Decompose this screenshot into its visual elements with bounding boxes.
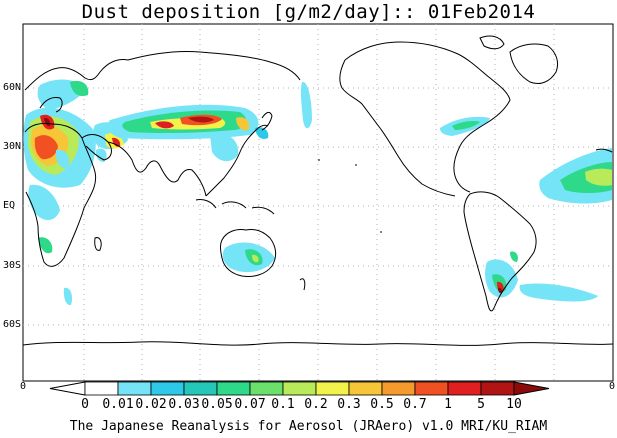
colorbar-box [117,381,152,396]
colorbar-tick-label: 0.03 [168,397,200,412]
colorbar-box [348,381,383,396]
colorbar-tick-label: 0.02 [135,397,167,412]
colorbar-tick-label: 0 [81,397,89,412]
colorbar-tick-label: 0.5 [370,397,394,412]
colorbar-box [282,381,317,396]
colorbar-box [480,381,515,396]
colorbar-box [447,381,482,396]
colorbar-tick-label: 0.1 [271,397,295,412]
lat-label-60s: 60S [3,319,22,330]
colorbar-tick-label: 5 [477,397,485,412]
coastlines [22,35,614,346]
map-frame [22,23,614,382]
colorbar-under-triangle [49,381,86,396]
dust-field [23,79,612,306]
colorbar-tick-label: 0.3 [337,397,361,412]
colorbar-box [84,381,119,396]
colorbar-box [249,381,284,396]
axis-zero-left: 0 [20,381,27,392]
graticule [23,24,613,381]
lat-label-eq: EQ [3,200,16,211]
lat-label-30s: 30S [3,260,22,271]
colorbar-box [216,381,251,396]
lat-label-60n: 60N [3,82,22,93]
colorbar-tick-label: 0.07 [234,397,266,412]
colorbar-tick-label: 10 [506,397,522,412]
colorbar-tick-label: 0.7 [403,397,427,412]
map-title: Dust deposition [g/m2/day]:: 01Feb2014 [81,1,536,23]
colorbar-box [315,381,350,396]
colorbar-tick-label: 0.2 [304,397,328,412]
colorbar-tick-label: 1 [444,397,452,412]
colorbar-box [381,381,416,396]
axis-zero-right: 0 [609,381,616,392]
colorbar-box [150,381,185,396]
lat-label-30n: 30N [3,141,22,152]
colorbar-box [183,381,218,396]
colorbar-over-triangle [513,381,550,396]
colorbar-tick-label: 0.05 [201,397,233,412]
colorbar-box [414,381,449,396]
footer-credit: The Japanese Reanalysis for Aerosol (JRA… [69,419,548,434]
colorbar-tick-label: 0.01 [102,397,134,412]
